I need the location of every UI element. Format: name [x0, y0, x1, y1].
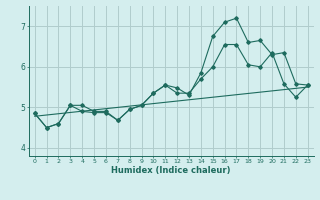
X-axis label: Humidex (Indice chaleur): Humidex (Indice chaleur)	[111, 166, 231, 175]
